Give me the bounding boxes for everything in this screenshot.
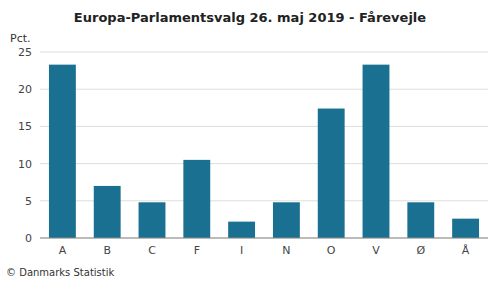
- x-tick-label: I: [240, 244, 243, 257]
- bar: [452, 219, 479, 238]
- x-tick-label: B: [103, 244, 111, 257]
- bar: [273, 202, 300, 238]
- footer: © Danmarks Statistik: [6, 267, 115, 278]
- x-axis-line: [40, 238, 488, 239]
- y-tick-label: 10: [18, 158, 32, 171]
- bar: [139, 202, 166, 238]
- bar: [183, 160, 210, 238]
- y-tick-label: 5: [25, 195, 32, 208]
- bar: [407, 202, 434, 238]
- x-tick-label: N: [282, 244, 290, 257]
- x-tick-label: Ø: [416, 244, 425, 257]
- y-tick-label: 20: [18, 83, 32, 96]
- y-tick-label: 0: [25, 232, 32, 245]
- grid-line: [40, 89, 488, 90]
- x-tick-label: O: [327, 244, 336, 257]
- bars: [49, 65, 479, 238]
- y-axis-label: Pct.: [10, 32, 31, 45]
- x-tick-label: A: [59, 244, 67, 257]
- grid-line: [40, 52, 488, 53]
- bar: [363, 65, 390, 238]
- grid-line: [40, 238, 488, 239]
- chart-container: Europa-Parlamentsvalg 26. maj 2019 - Får…: [0, 0, 500, 282]
- y-axis: 0 5 10 15 20 25: [18, 46, 488, 245]
- x-tick-label: Å: [462, 244, 470, 257]
- chart: Europa-Parlamentsvalg 26. maj 2019 - Får…: [0, 0, 500, 282]
- bar: [318, 109, 345, 238]
- x-tick-label: C: [148, 244, 156, 257]
- bar: [94, 186, 121, 238]
- x-axis: ABCFINOVØÅ: [40, 238, 488, 257]
- title: Europa-Parlamentsvalg 26. maj 2019 - Får…: [74, 10, 426, 25]
- bar: [49, 65, 76, 238]
- grid-line: [40, 163, 488, 164]
- x-tick-label: V: [372, 244, 380, 257]
- grid-line: [40, 126, 488, 127]
- x-tick-label: F: [194, 244, 200, 257]
- bar: [228, 222, 255, 238]
- y-tick-label: 15: [18, 120, 32, 133]
- y-tick-label: 25: [18, 46, 32, 59]
